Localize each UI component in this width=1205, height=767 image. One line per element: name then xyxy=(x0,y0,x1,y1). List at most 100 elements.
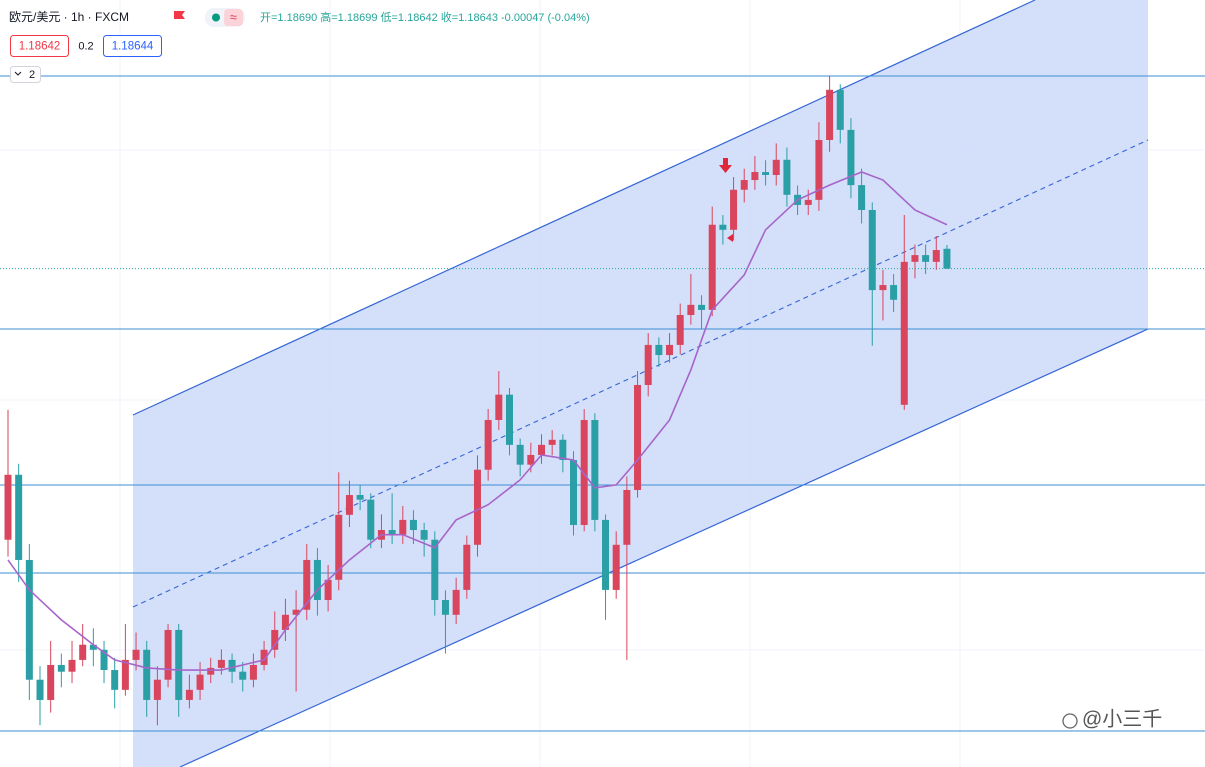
signal-arrow xyxy=(719,158,732,173)
candle-body xyxy=(676,314,684,345)
candle-body xyxy=(399,519,407,535)
candle-body xyxy=(388,530,396,535)
candle-body xyxy=(719,224,727,230)
candle-body xyxy=(484,419,492,470)
collapse-count: 2 xyxy=(29,69,35,81)
candle-body xyxy=(196,674,204,690)
candle-body xyxy=(708,224,716,310)
candle-body xyxy=(217,659,225,668)
candle-body xyxy=(911,255,919,262)
candle-body xyxy=(335,514,343,580)
candle-body xyxy=(655,344,663,356)
candle-body xyxy=(762,172,770,175)
ohlc-change: -0.00047 (-0.04%) xyxy=(501,12,590,24)
candle-body xyxy=(772,159,780,175)
candle-body xyxy=(164,629,172,680)
candle-body xyxy=(538,444,545,455)
candle-body xyxy=(900,261,908,405)
spread: 0.2 xyxy=(78,40,93,52)
candle-body xyxy=(740,180,748,190)
bid-box[interactable] xyxy=(10,35,69,57)
candle-body xyxy=(783,159,791,195)
candle-body xyxy=(324,579,332,601)
candle-body xyxy=(367,499,375,540)
candle-body xyxy=(57,664,65,672)
candle-body xyxy=(826,89,834,140)
candle-body xyxy=(36,679,44,700)
candle-body xyxy=(591,419,599,520)
candle-body xyxy=(111,670,119,690)
candle-body xyxy=(89,644,97,650)
candle-body xyxy=(452,589,460,615)
candle-body xyxy=(836,89,844,130)
candle-body xyxy=(868,209,876,291)
candle-body xyxy=(698,304,706,310)
candle-body xyxy=(932,250,940,262)
candle-body xyxy=(847,129,855,186)
candle-body xyxy=(943,248,951,269)
indicator-box xyxy=(224,9,243,26)
candle-body xyxy=(25,559,33,680)
candle-body xyxy=(473,469,481,545)
candle-body xyxy=(68,659,76,672)
ohlc-low: 低=1.18642 xyxy=(381,11,438,24)
channel-fill xyxy=(133,0,1148,767)
candle-body xyxy=(751,172,759,181)
candle-body xyxy=(516,444,524,465)
candle-body xyxy=(687,304,695,315)
candle-body xyxy=(79,644,87,660)
candle-body xyxy=(15,474,23,560)
candle-body xyxy=(527,454,535,465)
candle-body xyxy=(890,285,898,300)
channel-mid xyxy=(132,139,1149,608)
candle-body xyxy=(815,139,823,200)
chevron xyxy=(14,71,22,76)
candle-body xyxy=(249,664,257,680)
symbol[interactable]: 欧元/美元 · 1h · FXCM xyxy=(9,10,129,24)
indicator: ≈ xyxy=(230,9,237,24)
ask-box[interactable] xyxy=(103,35,162,57)
moving-average xyxy=(7,171,948,671)
candle-body xyxy=(858,185,866,210)
flag-icon[interactable] xyxy=(174,11,185,19)
candle-body xyxy=(463,544,471,590)
candle-body xyxy=(271,629,279,650)
candle-body xyxy=(634,384,642,490)
status-dot xyxy=(212,13,220,22)
candle-body xyxy=(431,539,439,601)
ohlc-open: 开=1.18690 xyxy=(260,12,317,24)
candle-body xyxy=(143,649,151,700)
candle-body xyxy=(804,199,812,205)
candle-body xyxy=(100,649,108,671)
candle-body xyxy=(922,255,930,262)
candle-body xyxy=(292,609,300,615)
watermark: @小三千 xyxy=(1082,707,1162,730)
candle-body xyxy=(441,600,449,615)
candle-body xyxy=(303,559,311,610)
candle-body xyxy=(185,689,193,700)
ohlc-high: 高=1.18699 xyxy=(320,10,377,24)
bid: 1.18642 xyxy=(19,41,61,53)
candle-body xyxy=(580,419,588,525)
candle-body xyxy=(409,519,417,531)
channel-bottom xyxy=(179,328,1149,767)
ohlc: 开=1.18690 高=1.18699 低=1.18642 收=1.18643 … xyxy=(260,10,590,24)
ohlc-close: 收=1.18643 xyxy=(441,10,498,24)
ask: 1.18644 xyxy=(112,41,154,53)
candle-body xyxy=(602,519,610,590)
candle-body xyxy=(666,344,674,356)
watermark-icon xyxy=(1062,713,1078,729)
candle-body xyxy=(228,659,236,672)
collapse-button[interactable] xyxy=(10,66,41,83)
candle-body xyxy=(345,495,353,515)
candle-body xyxy=(644,344,652,385)
candle-body xyxy=(313,559,321,601)
candle-body xyxy=(207,667,215,675)
candle-body xyxy=(132,649,140,660)
candle-body xyxy=(4,474,12,540)
candle-body xyxy=(505,394,513,445)
candle-body xyxy=(175,629,183,700)
plot xyxy=(0,75,1205,726)
